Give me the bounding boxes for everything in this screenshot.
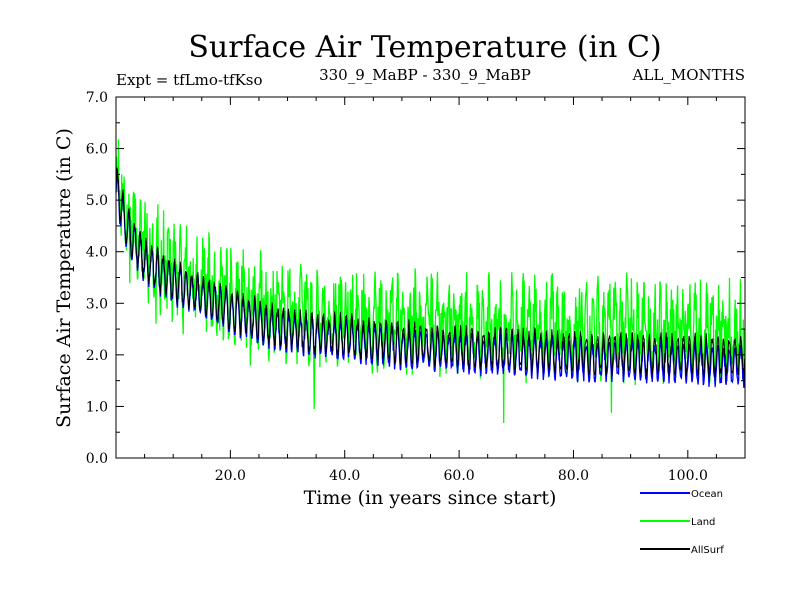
subtitle-experiment: Expt = tfLmo-tfKso <box>116 71 263 89</box>
legend-label-land: Land <box>691 517 715 528</box>
y-tick-label: 6.0 <box>86 142 108 158</box>
series-line-land <box>115 139 746 424</box>
plot-frame <box>115 96 746 459</box>
x-tick-label: 40.0 <box>329 468 360 484</box>
y-tick-label: 1.0 <box>86 399 108 415</box>
series-line-allsurf <box>115 167 746 379</box>
y-tick-label: 5.0 <box>86 193 108 209</box>
y-tick-label: 2.0 <box>86 348 108 364</box>
x-axis-label: Time (in years since start) <box>304 487 557 509</box>
y-tick-label: 0.0 <box>86 451 108 467</box>
legend: Ocean Land AllSurf <box>640 489 724 556</box>
x-tick-label: 80.0 <box>558 468 589 484</box>
y-tick-label: 4.0 <box>86 245 108 261</box>
x-tick-label: 100.0 <box>668 468 708 484</box>
subtitle-months: ALL_MONTHS <box>632 66 745 84</box>
x-axis: 20.0 40.0 60.0 80.0 100.0 <box>144 97 717 484</box>
legend-label-ocean: Ocean <box>691 489 723 500</box>
y-tick-label: 3.0 <box>86 296 108 312</box>
x-tick-label: 60.0 <box>444 468 475 484</box>
legend-label-allsurf: AllSurf <box>691 545 724 556</box>
subtitle-period: 330_9_MaBP - 330_9_MaBP <box>319 66 531 84</box>
y-tick-label: 7.0 <box>86 90 108 106</box>
y-axis-label: Surface Air Temperature (in C) <box>53 128 75 428</box>
y-axis: 0.0 1.0 2.0 3.0 4.0 5.0 6.0 7.0 <box>86 90 745 467</box>
x-tick-label: 20.0 <box>215 468 246 484</box>
plot-lines <box>115 139 746 424</box>
chart-title: Surface Air Temperature (in C) <box>188 30 661 65</box>
